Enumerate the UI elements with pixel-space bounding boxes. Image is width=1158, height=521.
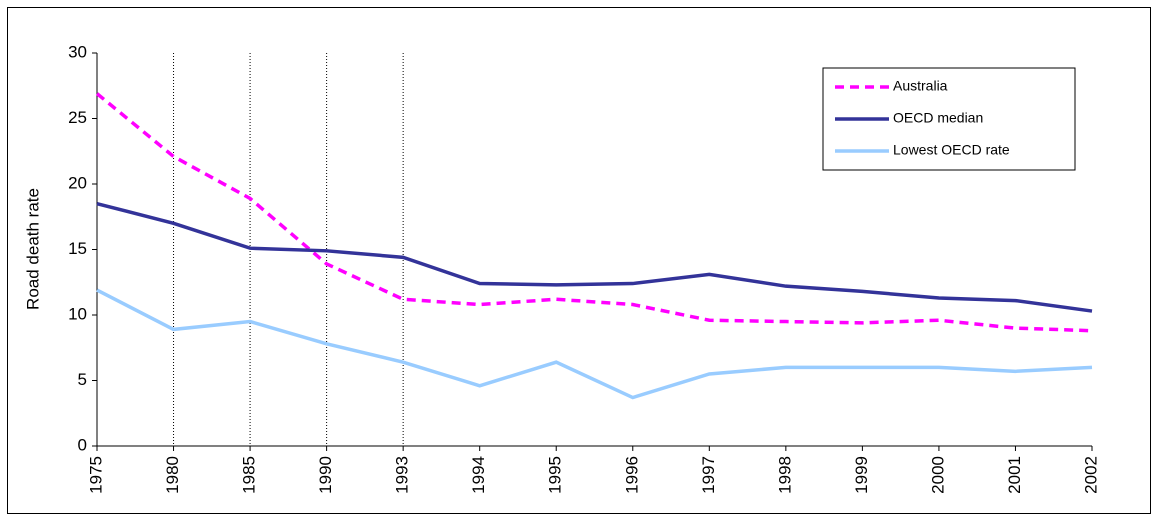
x-tick-label: 1998 — [775, 456, 794, 494]
y-tick-label: 30 — [68, 42, 87, 61]
y-tick-label: 10 — [68, 304, 87, 323]
y-tick-label: 5 — [78, 370, 87, 389]
x-tick-label: 1997 — [699, 456, 718, 494]
x-tick-label: 1975 — [86, 456, 105, 494]
y-tick-label: 0 — [78, 435, 87, 454]
y-tick-label: 25 — [68, 108, 87, 127]
x-tick-label: 2001 — [1005, 456, 1024, 494]
x-tick-label: 1994 — [469, 456, 488, 494]
x-tick-label: 1995 — [546, 456, 565, 494]
data-line — [96, 288, 1093, 400]
x-tick-label: 1980 — [163, 456, 182, 494]
x-tick-label: 1990 — [316, 456, 335, 494]
x-tick-label: 1999 — [852, 456, 871, 494]
legend-label: OECD median — [893, 110, 983, 126]
x-tick-label: 2000 — [928, 456, 947, 494]
y-axis-label: Road death rate — [23, 188, 42, 310]
y-tick-label: 15 — [68, 239, 87, 258]
x-tick-label: 2002 — [1081, 456, 1100, 494]
data-line — [96, 201, 1093, 313]
legend-label: Lowest OECD rate — [893, 142, 1010, 158]
x-tick-label: 1985 — [240, 456, 259, 494]
data-line — [95, 92, 1093, 333]
legend-label: Australia — [893, 78, 948, 94]
y-tick-label: 20 — [68, 173, 87, 192]
x-tick-label: 1993 — [393, 456, 412, 494]
legend: Australia OECD median Lowest OECD rate — [822, 67, 1076, 171]
x-tick-label: 1996 — [622, 456, 641, 494]
